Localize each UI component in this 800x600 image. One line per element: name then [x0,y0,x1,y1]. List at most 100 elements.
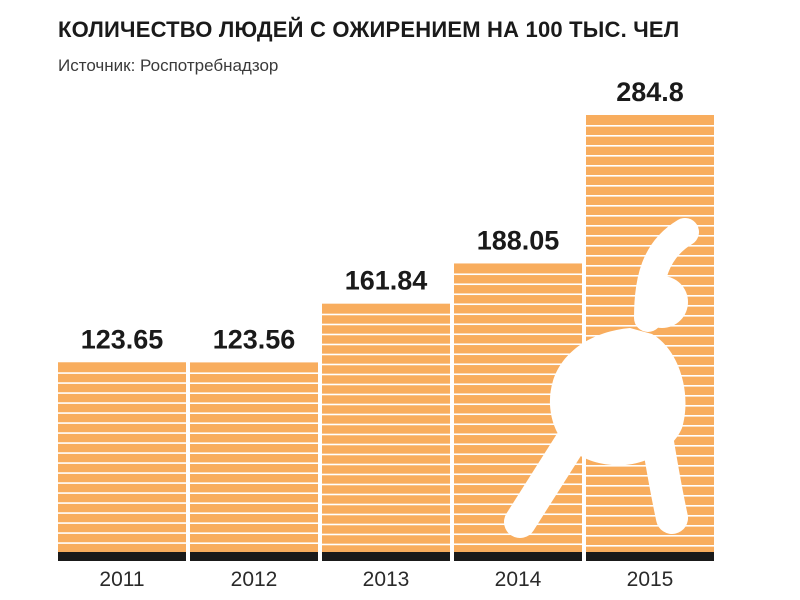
bar-stripe [322,383,450,386]
bar-stripe [58,442,186,444]
bar-stripe [454,313,582,316]
bar-stripe [322,443,450,446]
bar-stripe [454,493,582,496]
bar-stripe [190,522,318,525]
bar-stripe [586,245,714,247]
bar-stripe [586,505,714,507]
bar-stripe [586,145,714,147]
stretching-person-icon [504,218,699,538]
bar-stripe [586,125,714,127]
bar-stripe [322,413,450,416]
bar-stripe [454,403,582,406]
x-tick-label: 2015 [627,568,674,591]
bar-stripe [58,432,186,434]
bar-stripe [190,432,318,435]
bar-stripe [586,185,714,187]
bar-stripe [190,472,318,475]
bar-stripe [322,483,450,486]
bar-stripe [586,175,714,177]
bar-stripe [322,513,450,516]
labels-layer: 123.65 2011 123.56 2012 161.84 2013 188.05 2014… [81,77,684,591]
bar-stripe [454,353,582,356]
bar-stripe [586,525,714,527]
bar-stripe [586,155,714,157]
bar-stripe [58,372,186,374]
bar-stripe [454,393,582,396]
bar-stripe [454,413,582,416]
bar-stripe [58,542,186,544]
bar-stripe [454,383,582,386]
x-tick-label: 2012 [231,568,278,591]
bar-stripe [454,473,582,476]
bar-stripe [586,495,714,497]
bar-stripe [190,512,318,515]
bars-layer [58,115,714,561]
bar-stripe [454,273,582,276]
bar-stripe [190,462,318,465]
bar-stripe [454,343,582,346]
bar-stripe [454,433,582,436]
bar-stripe [190,412,318,415]
data-label: 123.65 [81,324,164,354]
bar-stripe [586,545,714,547]
bar-stripe [58,492,186,494]
bar-stripe [58,472,186,474]
bar-stripe [190,382,318,385]
bar-stripe [586,195,714,197]
bar-baseline [322,552,450,561]
bar-stripe [190,372,318,375]
bar-stripe [322,503,450,506]
bar-stripe [322,333,450,336]
bar-stripe [190,482,318,485]
bar-baseline [58,552,186,561]
bar-stripe [454,443,582,446]
bar-stripe [58,422,186,424]
bar-stripe [322,463,450,466]
bar-stripe [322,533,450,536]
bar-stripe [322,523,450,526]
bar-stripe [586,205,714,207]
bar-stripe [586,135,714,137]
bar [58,362,186,552]
bar-stripe [322,543,450,546]
bar-stripe [322,453,450,456]
bar-stripe [454,293,582,296]
bar-stripe [322,323,450,326]
bar-stripe [58,522,186,524]
bar-stripe [586,535,714,537]
bar-stripe [454,423,582,426]
bar-stripe [322,363,450,366]
bar-stripe [586,225,714,227]
bar-stripe [322,423,450,426]
bar-stripe [322,393,450,396]
bar-stripe [190,542,318,545]
bar-stripe [322,353,450,356]
bar-stripe [58,532,186,534]
bar-stripe [454,483,582,486]
bar-stripe [190,502,318,505]
bar-stripe [58,412,186,414]
data-label: 161.84 [345,266,428,296]
chart-title: КОЛИЧЕСТВО ЛЮДЕЙ С ОЖИРЕНИЕМ НА 100 ТЫС.… [58,17,680,42]
bar-stripe [454,283,582,286]
data-label: 188.05 [477,225,560,255]
x-tick-label: 2011 [99,568,144,591]
bar-stripe [454,323,582,326]
bar-stripe [454,303,582,306]
x-tick-label: 2013 [363,568,410,591]
bar-stripe [454,543,582,546]
x-tick-label: 2014 [495,568,542,591]
bar-stripe [58,452,186,454]
bar-stripe [58,482,186,484]
bar-stripe [322,403,450,406]
bar-stripe [322,433,450,436]
bar-stripe [190,402,318,405]
bar-stripe [58,392,186,394]
bar-stripe [322,373,450,376]
bar-stripe [322,343,450,346]
bar-stripe [454,453,582,456]
bar-stripe [58,512,186,514]
bar-stripe [586,215,714,217]
bar-stripe [58,382,186,384]
